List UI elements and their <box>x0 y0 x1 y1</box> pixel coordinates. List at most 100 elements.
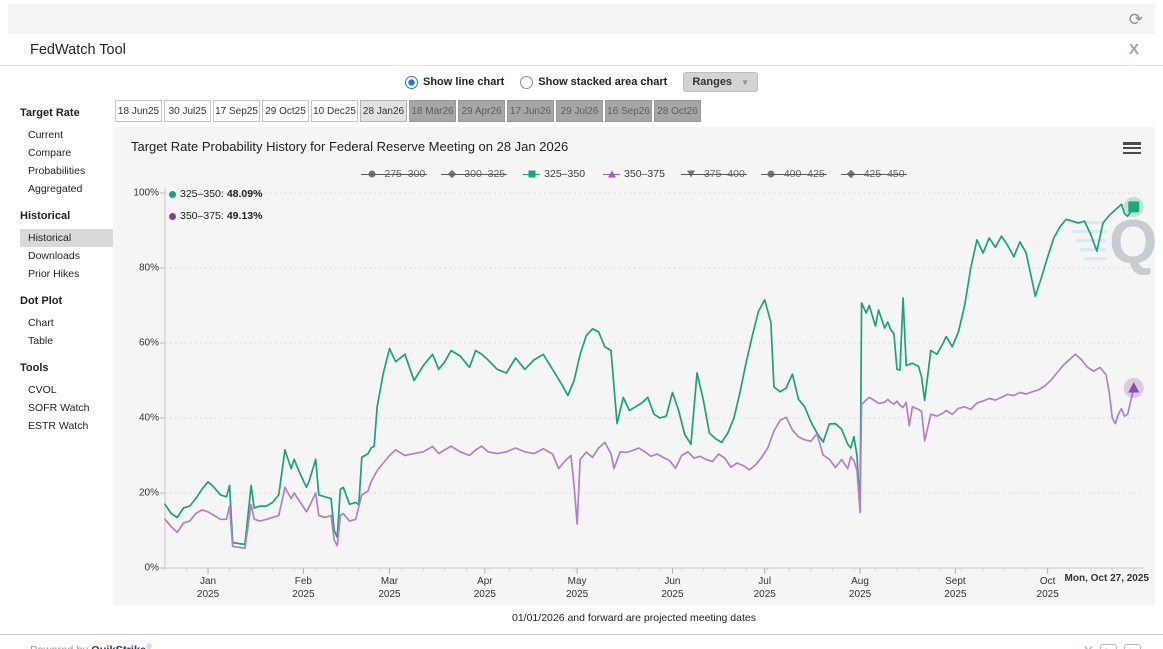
tab-29-oct25[interactable]: 29 Oct25 <box>262 100 309 122</box>
triangle-marker-icon <box>603 169 621 180</box>
sidebar-item-aggregated[interactable]: Aggregated <box>28 183 83 195</box>
tab-18-mar26[interactable]: 18 Mar26 <box>409 100 456 122</box>
legend-item-400-425[interactable]: 400–425 <box>760 168 827 181</box>
x-axis-labels: Mon, Oct 27, 2025 Jan 2025 Feb 2025 Mar 2025 A… <box>165 571 1149 603</box>
x-axis-tick-label: Mar 2025 <box>378 576 401 601</box>
tab-18-jun25[interactable]: 18 Jun25 <box>115 100 162 122</box>
sidebar-item-table[interactable]: Table <box>28 335 54 347</box>
radio-icon-line[interactable] <box>405 75 418 89</box>
youtube-icon[interactable]: ▶ <box>1100 643 1117 649</box>
current-value-row: 350–375: 49.13% <box>169 210 262 222</box>
diamond-marker-icon <box>443 169 461 180</box>
circle-marker-icon <box>762 169 780 180</box>
chart-region: 0% 20% 40% 60% 80% 100% Q 325–350: 48.09% <box>125 183 1157 575</box>
legend-label: 350–375 <box>624 168 665 181</box>
linkedin-icon[interactable]: in <box>1124 643 1141 649</box>
tab-10-dec25[interactable]: 10 Dec25 <box>311 100 358 122</box>
sidebar-item-compare[interactable]: Compare <box>28 147 72 159</box>
tab-28-jan26[interactable]: 28 Jan26 <box>360 100 407 122</box>
x-axis-tick-label: Aug 2025 <box>848 576 872 601</box>
sidebar-item-current[interactable]: Current <box>28 129 64 141</box>
sidebar-item-downloads[interactable]: Downloads <box>28 250 80 262</box>
current-values-overlay: 325–350: 48.09% 350–375: 49.13% <box>169 188 262 232</box>
tab-17-jun26[interactable]: 17 Jun26 <box>507 100 554 122</box>
chart-panel: Target Rate Probability History for Fede… <box>113 127 1157 606</box>
hamburger-menu-icon[interactable] <box>1121 135 1143 161</box>
ranges-dropdown[interactable]: Ranges ▼ <box>683 72 758 92</box>
legend-item-425-450[interactable]: 425–450 <box>840 168 907 181</box>
series-dot-green <box>169 190 176 198</box>
legend-label: 275–300 <box>384 168 426 181</box>
page-title: FedWatch Tool <box>30 41 126 58</box>
legend-label: 375–400 <box>703 168 745 181</box>
footer: Powered by QuikStrike® X ▶ in <box>0 634 1163 649</box>
radio-show-line-chart[interactable]: Show line chart <box>405 75 505 89</box>
sidebar-header-target-rate: Target Rate <box>20 107 80 119</box>
radio-icon-stacked[interactable] <box>520 75 534 89</box>
x-axis-tick-label: Apr 2025 <box>473 576 496 601</box>
radio-show-stacked-area-chart[interactable]: Show stacked area chart <box>520 75 667 89</box>
powered-by: Powered by QuikStrike® <box>30 644 151 649</box>
y-axis-tick-label: 0% <box>144 562 159 574</box>
legend-label: 300–325 <box>464 168 506 181</box>
sidebar-item-probabilities[interactable]: Probabilities <box>28 165 86 177</box>
refresh-icon[interactable]: ⟳ <box>1128 9 1143 29</box>
series-line-325-350 <box>164 203 1135 546</box>
y-axis-tick-label: 40% <box>138 412 159 424</box>
legend-item-300-325[interactable]: 300–325 <box>441 168 508 181</box>
tab-16-sep26[interactable]: 16 Sep26 <box>605 100 652 122</box>
tab-29-jul26[interactable]: 29 Jul26 <box>556 100 603 122</box>
legend-item-375-400[interactable]: 375–400 <box>680 168 747 181</box>
sidebar-header-historical: Historical <box>20 210 71 222</box>
tab-17-sep25[interactable]: 17 Sep25 <box>213 100 260 122</box>
end-marker-350-375 <box>1128 382 1140 393</box>
legend-item-325-350[interactable]: 325–350 <box>523 168 585 180</box>
sidebar-item-cvol[interactable]: CVOL <box>28 384 57 396</box>
current-value-number: 48.09% <box>226 188 263 201</box>
radio-label-line: Show line chart <box>423 76 505 88</box>
tab-29-apr26[interactable]: 29 Apr26 <box>458 100 505 122</box>
y-axis-labels: 0% 20% 40% 60% 80% 100% <box>125 183 165 574</box>
sidebar-item-prior-hikes[interactable]: Prior Hikes <box>28 268 80 280</box>
end-marker-325-350 <box>1128 201 1140 213</box>
sidebar: Target Rate Current Compare Probabilities Ag… <box>0 96 114 633</box>
sidebar-item-sofr-watch[interactable]: SOFR Watch <box>28 402 90 414</box>
close-icon[interactable]: X <box>1128 41 1139 58</box>
chart-title: Target Rate Probability History for Fede… <box>131 139 569 154</box>
legend-label: 400–425 <box>783 168 825 181</box>
x-social-icon[interactable]: X <box>1084 643 1093 649</box>
x-axis-tick-label: Jul 2025 <box>753 576 776 601</box>
legend-item-350-375[interactable]: 350–375 <box>603 168 665 180</box>
sidebar-item-historical[interactable]: Historical <box>20 229 114 247</box>
x-axis-tick-label: Sept 2025 <box>944 576 967 601</box>
x-axis-tick-label: Oct 2025 <box>1036 576 1059 601</box>
chart-type-controls: Show line chart Show stacked area chart … <box>0 66 1163 94</box>
series-line-350-375 <box>164 353 1135 550</box>
y-axis-tick-label: 100% <box>133 187 159 199</box>
chart-header: Target Rate Probability History for Fede… <box>125 135 1143 161</box>
x-axis-tick-label: Feb 2025 <box>292 576 315 601</box>
top-bar: ⟳ <box>8 4 1155 34</box>
sidebar-item-chart[interactable]: Chart <box>28 317 54 329</box>
meeting-tabs: 18 Jun25 30 Jul25 17 Sep25 29 Oct25 10 Dec25… <box>115 100 1155 122</box>
x-axis-tick-label: Jun 2025 <box>661 576 684 601</box>
diamond-marker-icon <box>842 169 860 180</box>
sidebar-item-estr-watch[interactable]: ESTR Watch <box>28 420 89 432</box>
quikstrike-watermark: Q <box>1109 208 1157 277</box>
x-axis-tick-label: Jan 2025 <box>196 576 220 601</box>
ranges-dropdown-label: Ranges <box>692 76 733 88</box>
tab-28-oct26[interactable]: 28 Oct26 <box>654 100 701 122</box>
legend-item-275-300[interactable]: 275–300 <box>361 168 428 181</box>
y-axis-tick-label: 60% <box>138 337 159 349</box>
main-area: 18 Jun25 30 Jul25 17 Sep25 29 Oct25 10 Dec25… <box>113 96 1157 633</box>
chevron-down-icon: ▼ <box>741 77 749 87</box>
quikstrike-brand: QuikStrike <box>91 645 146 649</box>
legend-label: 425–450 <box>863 168 905 181</box>
tab-30-jul25[interactable]: 30 Jul25 <box>164 100 211 122</box>
current-value-label: 325–350 <box>180 188 221 201</box>
projection-note: 01/01/2026 and forward are projected mee… <box>512 612 756 625</box>
current-value-number: 49.13% <box>226 210 263 223</box>
content: Target Rate Current Compare Probabilities Ag… <box>0 96 1157 633</box>
square-marker-icon <box>523 169 541 180</box>
